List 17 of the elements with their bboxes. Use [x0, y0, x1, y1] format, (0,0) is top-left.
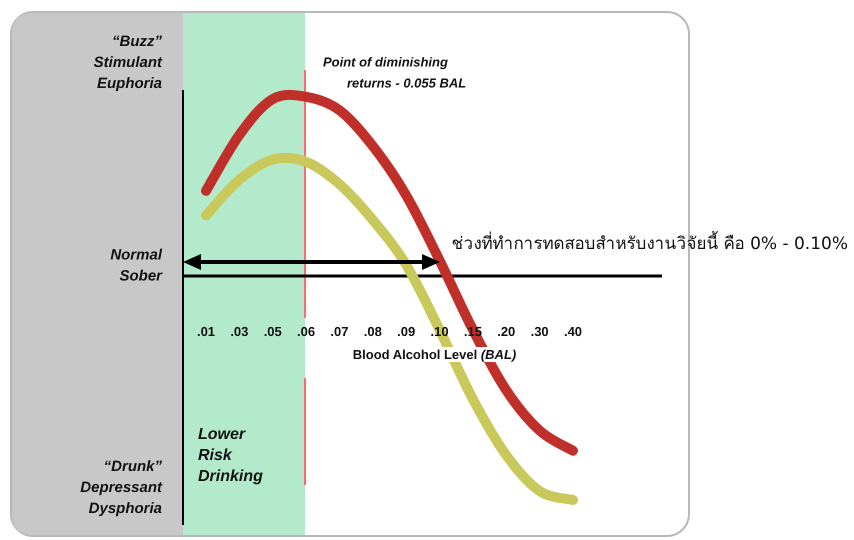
- text: “Buzz” Stimulant Euphoria: [94, 33, 163, 92]
- x-tick-label: .05: [264, 324, 282, 339]
- x-tick-label: .20: [497, 324, 516, 339]
- x-tick-label: .40: [564, 324, 582, 339]
- x-tick-label: .06: [297, 324, 316, 339]
- x-tick-label: .08: [364, 324, 382, 339]
- x-tick-label: .01: [196, 324, 216, 339]
- text: “Drunk” Depressant Dysphoria: [80, 458, 164, 517]
- x-tick-label: .03: [230, 324, 248, 339]
- x-tick-label: .09: [397, 324, 416, 339]
- text: Point of diminishing returns - 0.055 BAL: [323, 54, 466, 90]
- x-tick-label: .07: [330, 324, 348, 339]
- annotation: ช่วงที่ทำการทดสอบสำหรับงานวิจัยนี้ คือ 0% - 0.10%: [451, 231, 848, 254]
- annotation: Lower Risk Drinking: [198, 426, 264, 485]
- x-tick-label: .30: [530, 324, 549, 339]
- x-axis-title: Blood Alcohol Level (BAL): [352, 347, 516, 362]
- text: Normal Sober: [110, 246, 164, 284]
